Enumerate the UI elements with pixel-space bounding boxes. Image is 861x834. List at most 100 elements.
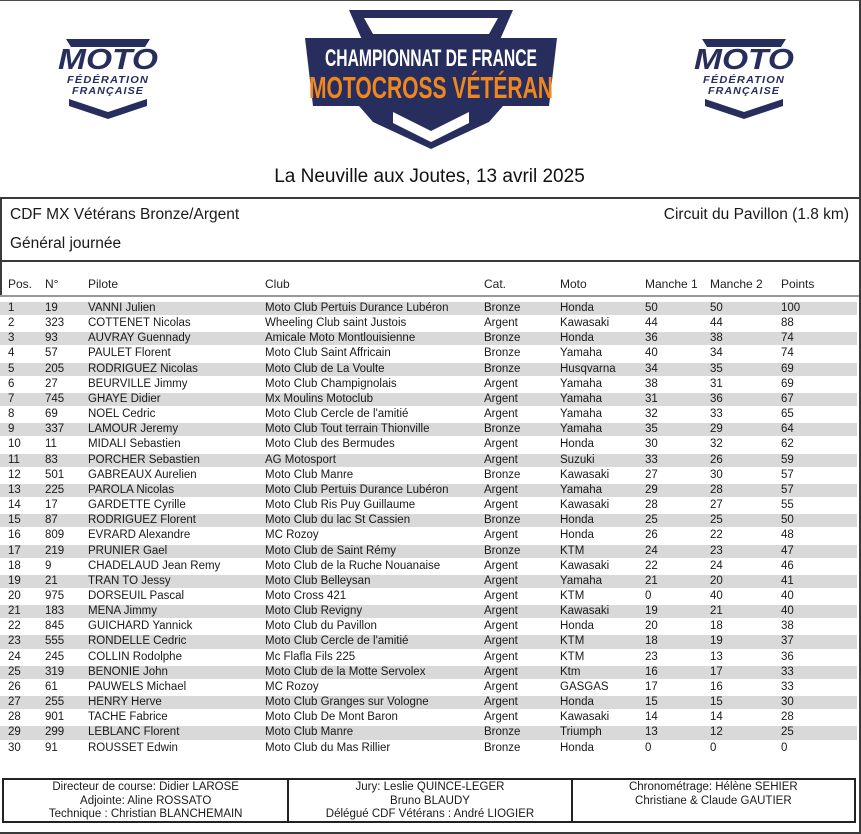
cell-club: MC Rozoy <box>265 680 319 693</box>
cell-cat: Argent <box>484 620 518 633</box>
cell-manche2: 44 <box>710 317 723 330</box>
cell-club: Moto Club Saint Affricain <box>265 347 391 360</box>
cell-club: Moto Club du Pavillon <box>265 620 377 633</box>
cell-moto: Ktm <box>560 665 581 678</box>
officials-box: Directeur de course: Didier LAROSE Adjoi… <box>2 778 856 823</box>
table-row: 28 901 TACHE Fabrice Moto Club De Mont Baro… <box>0 710 857 725</box>
cell-pos: 17 <box>8 544 21 557</box>
cell-num: 337 <box>45 423 65 436</box>
cell-club: Moto Club Manre <box>265 726 354 739</box>
cell-points: 100 <box>781 302 801 314</box>
cell-club: Moto Club Cercle de l'amitié <box>265 635 409 648</box>
cell-club: Moto Club Ris Puy Guillaume <box>265 499 416 512</box>
cell-points: 33 <box>781 680 794 693</box>
cell-moto: Yamaha <box>560 574 602 587</box>
cell-points: 40 <box>781 605 794 618</box>
cell-manche1: 40 <box>645 347 658 360</box>
cell-points: 38 <box>781 620 794 633</box>
classification-label: Général journée <box>10 235 122 252</box>
cell-moto: Yamaha <box>560 408 602 421</box>
chevron-down-icon <box>393 112 469 142</box>
cell-club: Moto Club De Mont Baron <box>265 711 398 724</box>
cell-manche1: 15 <box>645 696 658 709</box>
cell-points: 50 <box>781 514 794 527</box>
cell-points: 40 <box>781 589 794 602</box>
cell-pilote: GHAYE Didier <box>88 392 161 405</box>
ffm-logo-left-icon: MOTO FÉDÉRATION FRANÇAISE <box>58 39 159 119</box>
cell-num: 61 <box>45 680 58 693</box>
cell-points: 46 <box>781 559 794 572</box>
cell-pos: 5 <box>8 362 15 375</box>
header-num: N° <box>45 277 59 291</box>
results-table: 1 19 VANNI Julien Moto Club Pertuis Durance… <box>0 301 857 756</box>
divider <box>0 197 859 199</box>
cell-cat: Argent <box>484 711 518 724</box>
cell-manche1: 44 <box>645 317 658 330</box>
chevron-down-icon <box>69 99 147 119</box>
header-cat: Cat. <box>484 277 507 291</box>
cell-pos: 21 <box>8 605 21 618</box>
cell-club: Wheeling Club saint Justois <box>265 317 407 330</box>
cell-manche2: 0 <box>710 741 717 754</box>
cell-moto: Yamaha <box>560 423 602 436</box>
header-pilote: Pilote <box>88 277 119 291</box>
ffm-logo-line1: FÉDÉRATION <box>703 73 785 86</box>
cell-moto: Honda <box>560 438 594 451</box>
cell-club: Moto Club des Bermudes <box>265 438 395 451</box>
cell-club: Moto Club Belleysan <box>265 574 371 587</box>
cell-manche1: 21 <box>645 574 658 587</box>
cell-points: 30 <box>781 696 794 709</box>
table-row: 8 69 NOEL Cedric Moto Club Cercle de l'amit… <box>0 407 857 422</box>
table-row: 7 745 GHAYE Didier Mx Moulins Motoclub Argen… <box>0 391 857 408</box>
cell-num: 225 <box>45 483 65 496</box>
cell-cat: Argent <box>484 696 518 709</box>
meta-section: CDF MX Vétérans Bronze/Argent Circuit du… <box>0 199 859 295</box>
ffm-logo-line2: FRANÇAISE <box>72 86 144 97</box>
chevron-down-icon <box>705 99 783 119</box>
table-row: 18 9 CHADELAUD Jean Remy Moto Club de la Ru… <box>0 559 857 574</box>
table-row: 2 323 COTTENET Nicolas Wheeling Club saint … <box>0 316 857 331</box>
cell-club: Moto Cross 421 <box>265 589 347 602</box>
championship-badge-icon: CHAMPIONNAT DE FRANCE MOTOCROSS VÉTÉRAN <box>305 10 557 149</box>
table-row: 5 205 RODRIGUEZ Nicolas Moto Club de La Vou… <box>0 361 857 377</box>
circuit-label: Circuit du Pavillon (1.8 km) <box>663 206 849 223</box>
cell-cat: Bronze <box>484 302 521 314</box>
cell-pos: 11 <box>8 453 20 466</box>
cell-pos: 24 <box>8 650 21 663</box>
cell-manche2: 40 <box>710 589 723 602</box>
table-row: 13 225 PAROLA Nicolas Moto Club Pertuis Dur… <box>0 482 857 499</box>
divider <box>0 260 859 262</box>
cell-num: 19 <box>45 302 58 314</box>
cell-moto: Honda <box>560 514 594 527</box>
cell-manche1: 13 <box>645 726 658 739</box>
cell-pos: 16 <box>8 529 21 542</box>
cell-cat: Argent <box>484 650 518 663</box>
cell-points: 48 <box>781 529 794 542</box>
cell-pos: 30 <box>8 741 21 754</box>
cell-club: Moto Club Revigny <box>265 605 363 618</box>
cell-club: Moto Club de la Ruche Nouanaise <box>265 559 441 572</box>
cell-moto: Honda <box>560 529 594 542</box>
cell-pos: 28 <box>8 711 21 724</box>
cell-pos: 26 <box>8 680 21 693</box>
cell-club: Moto Club Champignolais <box>265 377 397 390</box>
ffm-logo-right-icon: MOTO FÉDÉRATION FRANÇAISE <box>694 39 795 119</box>
cell-points: 64 <box>781 423 794 436</box>
cell-points: 0 <box>781 741 788 754</box>
official-line: Christiane & Claude GAUTIER <box>635 794 792 807</box>
cell-cat: Bronze <box>484 468 521 481</box>
cell-manche2: 24 <box>710 559 723 572</box>
cell-manche2: 13 <box>710 650 723 663</box>
cell-pilote: MENA Jimmy <box>88 605 157 618</box>
banner-line2: MOTOCROSS VÉTÉRAN <box>309 70 553 105</box>
cell-pos: 13 <box>8 483 21 496</box>
cell-pos: 27 <box>8 696 21 709</box>
cell-num: 975 <box>45 589 65 602</box>
table-row: 27 255 HENRY Herve Moto Club Granges sur Vo… <box>0 695 857 711</box>
page-title: La Neuville aux Joutes, 13 avril 2025 <box>274 166 585 187</box>
cell-manche2: 22 <box>710 529 723 542</box>
cell-pilote: RODRIGUEZ Nicolas <box>88 362 198 375</box>
cell-pilote: PAUWELS Michael <box>88 680 187 693</box>
table-row: 12 501 GABREAUX Aurelien Moto Club Manre Bro… <box>0 468 857 483</box>
cell-pos: 20 <box>8 589 21 602</box>
